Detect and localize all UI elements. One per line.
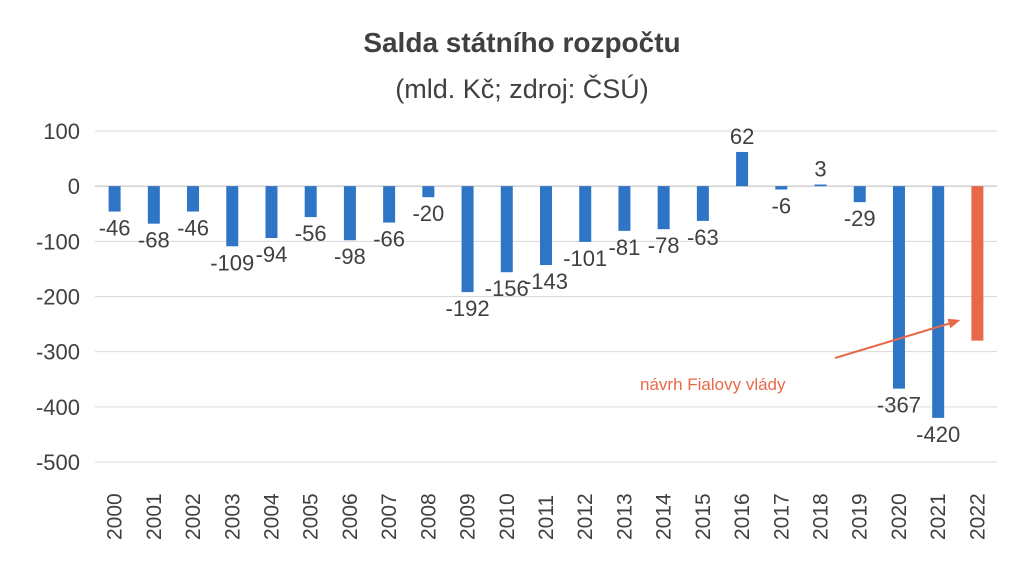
y-tick-label: -200 [36, 285, 80, 310]
x-tick-label: 2005 [300, 493, 323, 540]
x-tick-label: 2018 [810, 493, 833, 540]
data-label-2019: -29 [844, 206, 876, 231]
data-label-2012: -101 [563, 246, 607, 271]
y-tick-label: -400 [36, 395, 80, 420]
x-tick-label: 2015 [692, 493, 715, 540]
data-label-2021: -420 [916, 422, 960, 447]
chart-subtitle: (mld. Kč; zdroj: ČSÚ) [395, 73, 649, 104]
x-tick-label: 2019 [849, 493, 872, 540]
bar-2009 [461, 186, 474, 293]
x-tick-label: 2009 [457, 493, 480, 540]
annotation: návrh Fialovy vlády [640, 318, 961, 394]
data-label-2013: -81 [609, 235, 641, 260]
data-label-2003: -109 [210, 250, 254, 275]
x-tick-label: 2001 [143, 493, 166, 540]
x-tick-label: 2008 [417, 493, 440, 540]
x-tick-label: 2000 [104, 493, 127, 540]
x-tick-label: 2010 [496, 493, 519, 540]
annotation-arrowhead [947, 318, 961, 329]
data-label-2009: -192 [446, 296, 490, 321]
y-tick-label: -100 [36, 229, 80, 254]
x-tick-label: 2004 [260, 493, 283, 540]
bar-2005 [304, 186, 317, 218]
x-tick-label: 2006 [339, 493, 362, 540]
bar-2017 [775, 186, 788, 190]
chart-title: Salda státního rozpočtu [363, 27, 680, 58]
bar-2002 [187, 186, 200, 212]
y-tick-label: -500 [36, 450, 80, 475]
x-tick-label: 2016 [731, 493, 754, 540]
y-tick-label: -300 [36, 340, 80, 365]
bar-2008 [422, 186, 435, 198]
data-label-2002: -46 [177, 216, 209, 241]
y-tick-label: 0 [68, 174, 80, 199]
x-tick-label: 2003 [221, 493, 244, 540]
data-label-2016: 62 [730, 124, 754, 149]
data-label-2011: -143 [524, 269, 568, 294]
bar-2020 [892, 186, 905, 389]
bar-2006 [343, 186, 356, 241]
bar-2014 [657, 186, 670, 230]
data-label-2015: -63 [687, 225, 719, 250]
data-label-2010: -156 [485, 276, 529, 301]
data-label-2001: -68 [138, 228, 170, 253]
data-label-2018: 3 [814, 157, 826, 182]
x-tick-label: 2012 [574, 493, 597, 540]
bar-2013 [618, 186, 631, 231]
bar-2022 [971, 186, 984, 341]
data-label-2005: -56 [295, 221, 327, 246]
bar-2011 [540, 186, 552, 266]
x-tick-label: 2017 [770, 493, 793, 540]
gridlines [95, 130, 997, 463]
x-tick-label: 2011 [535, 495, 558, 540]
x-tick-label: 2020 [888, 493, 911, 540]
annotation-arrow [834, 321, 955, 359]
data-label-2020: -367 [877, 393, 921, 418]
data-labels: -46 -68 -46-109 -94-56-98-66-20-192-156-143… [99, 124, 960, 447]
data-label-2017: -6 [772, 193, 792, 218]
y-axis: 100 0 -100 -200 -300 -400 -500 [36, 119, 80, 475]
bar-2012 [579, 186, 592, 242]
x-tick-label: 2022 [966, 493, 989, 540]
bar-2007 [383, 186, 396, 223]
x-tick-label: 2002 [182, 493, 205, 540]
bar-2018 [814, 184, 827, 187]
data-label-2006: -98 [334, 244, 366, 269]
bar-2016 [736, 151, 749, 187]
bar-2010 [500, 186, 513, 273]
annotation-text: návrh Fialovy vlády [640, 375, 786, 394]
data-label-2014: -78 [648, 233, 680, 258]
bar-2021 [932, 186, 945, 418]
data-label-2008: -20 [412, 201, 444, 226]
bar-2003 [226, 186, 239, 247]
x-tick-label: 2014 [653, 493, 676, 540]
bar-2004 [265, 186, 278, 239]
y-tick-label: 100 [43, 119, 80, 144]
data-label-2000: -46 [99, 216, 131, 241]
x-tick-label: 2021 [927, 493, 950, 540]
bar-2000 [108, 186, 121, 212]
data-label-2007: -66 [373, 227, 405, 252]
x-tick-label: 2007 [378, 493, 401, 540]
x-tick-label: 2013 [613, 493, 636, 540]
bars [108, 151, 984, 418]
bar-2019 [853, 186, 866, 203]
data-label-2004: -94 [256, 242, 288, 267]
x-axis: 2000 2001 2002 2003 2004 2005 2006 2007 2008 2009… [104, 493, 990, 540]
bar-2015 [696, 186, 709, 221]
bar-2001 [147, 186, 160, 224]
